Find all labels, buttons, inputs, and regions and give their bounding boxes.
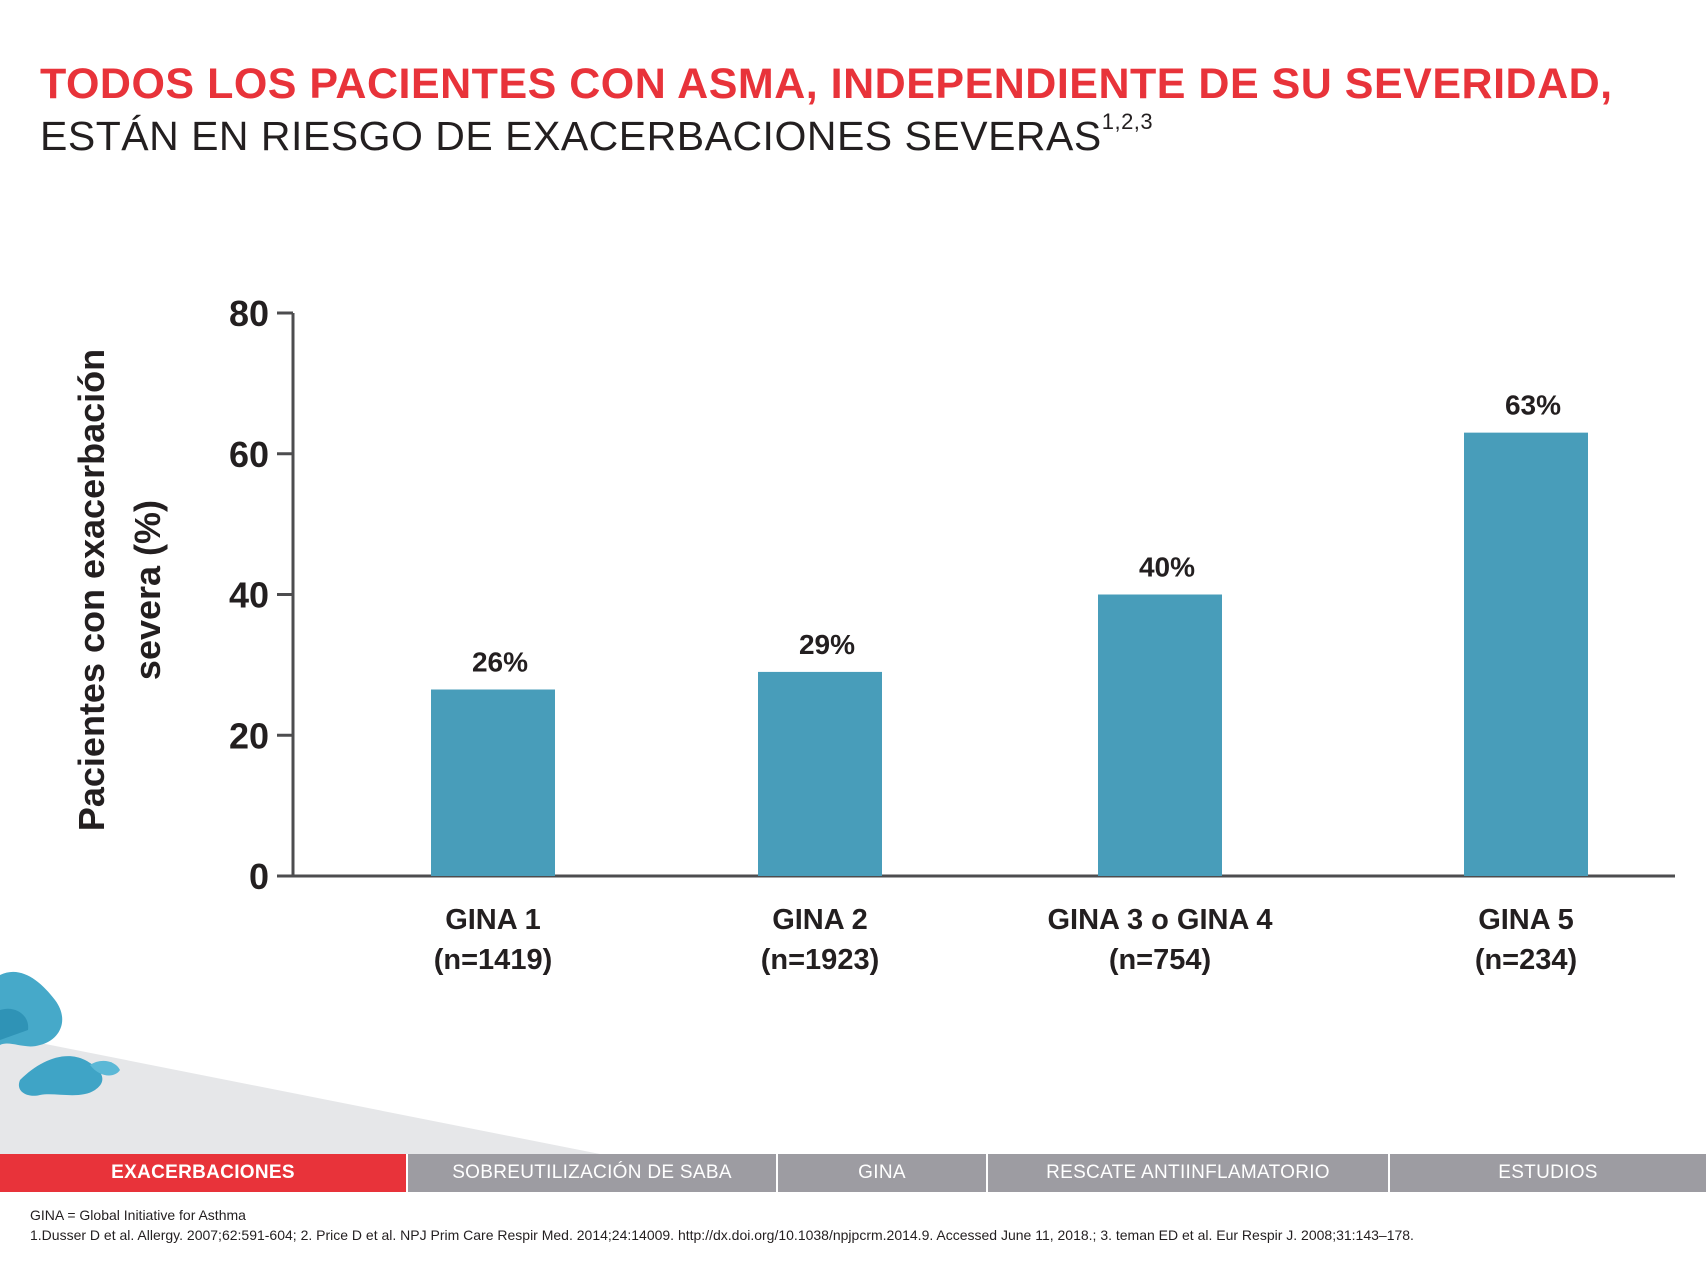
bar-value-label: 40% (1139, 552, 1195, 583)
y-tick-label: 0 (249, 856, 269, 897)
footer: GINA = Global Initiative for Asthma 1.Du… (30, 1205, 1414, 1245)
bar-4 (1464, 432, 1588, 876)
title-line-2-text: ESTÁN EN RIESGO DE EXACERBACIONES SEVERA… (40, 113, 1102, 159)
slide-title: TODOS LOS PACIENTES CON ASMA, INDEPENDIE… (40, 60, 1680, 160)
category-name: GINA 5 (1478, 904, 1574, 936)
category-sample-size: (n=234) (1474, 944, 1578, 976)
bar-value-label: 26% (472, 647, 528, 678)
category-sample-size: (n=1923) (760, 944, 880, 976)
category-name: GINA 3 o GINA 4 (1047, 904, 1273, 936)
y-tick-label: 20 (229, 715, 269, 756)
title-line-1: TODOS LOS PACIENTES CON ASMA, INDEPENDIE… (40, 60, 1613, 108)
category-label-3: GINA 3 o GINA 4 (n=754) (1010, 900, 1310, 980)
footer-abbreviation: GINA = Global Initiative for Asthma (30, 1207, 246, 1223)
category-label-1: GINA 1 (n=1419) (343, 900, 643, 980)
category-label-2: GINA 2 (n=1923) (670, 900, 970, 980)
footer-references: 1.Dusser D et al. Allergy. 2007;62:591-6… (30, 1227, 1414, 1243)
tab-estudios[interactable]: ESTUDIOS (1390, 1154, 1706, 1192)
bar-1 (431, 689, 555, 876)
bar-2 (758, 671, 882, 876)
tab-sobreutilizacion-de-saba[interactable]: SOBREUTILIZACIÓN DE SABA (408, 1154, 778, 1192)
tab-gina[interactable]: GINA (778, 1154, 988, 1192)
bar-3 (1098, 594, 1222, 876)
y-tick-label: 80 (229, 293, 269, 334)
category-sample-size: (n=754) (1108, 944, 1212, 976)
category-name: GINA 2 (772, 904, 868, 936)
y-tick-label: 40 (229, 575, 269, 616)
tab-rescate-antiinflamatorio[interactable]: RESCATE ANTIINFLAMATORIO (988, 1154, 1390, 1192)
y-tick-label: 60 (229, 434, 269, 475)
section-tabs: EXACERBACIONES SOBREUTILIZACIÓN DE SABA … (0, 1154, 1706, 1192)
title-line-2: ESTÁN EN RIESGO DE EXACERBACIONES SEVERA… (40, 109, 1680, 160)
category-label-4: GINA 5 (n=234) (1376, 900, 1676, 980)
bar-value-label: 63% (1505, 390, 1561, 421)
category-name: GINA 1 (445, 904, 541, 936)
category-sample-size: (n=1419) (433, 944, 553, 976)
title-superscript: 1,2,3 (1101, 109, 1154, 134)
bar-value-label: 29% (799, 629, 855, 660)
tab-exacerbaciones[interactable]: EXACERBACIONES (0, 1154, 408, 1192)
